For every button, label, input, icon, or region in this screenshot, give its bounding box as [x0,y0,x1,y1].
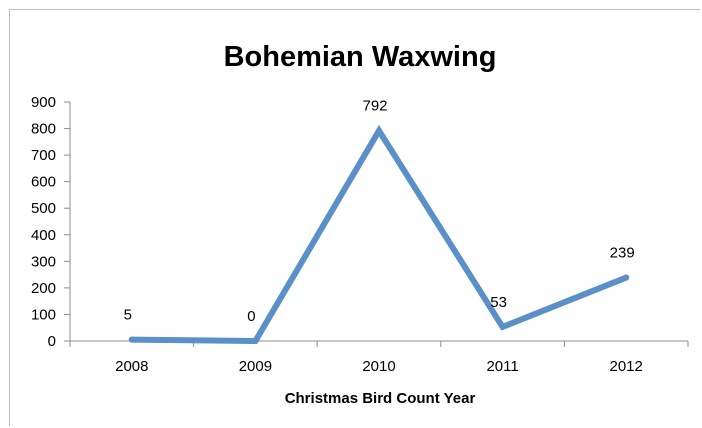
x-tick-label: 2009 [239,358,272,375]
series-group [128,124,630,345]
data-label: 239 [610,245,635,262]
data-point [252,338,259,344]
data-label: 53 [490,294,507,311]
y-tick-label: 400 [31,227,56,244]
y-tick-label: 900 [31,94,56,111]
x-ticks: 2008 2009 2010 2011 2012 [69,341,689,375]
data-labels: 5 0 792 53 239 [124,98,635,325]
data-point [623,274,630,281]
y-tick-label: 800 [31,121,56,138]
data-label: 792 [362,98,387,115]
y-tick-label: 100 [31,306,56,323]
y-tick-label: 500 [31,200,56,217]
y-tick-label: 600 [31,174,56,191]
y-tick-label: 0 [48,333,56,350]
y-tick-label: 300 [31,253,56,270]
data-label: 5 [124,307,132,324]
data-point [499,323,506,330]
x-tick-label: 2012 [610,358,643,375]
x-tick-label: 2011 [486,358,518,375]
y-tick-label: 200 [31,280,56,297]
data-label: 0 [247,308,255,325]
y-tick-label: 700 [31,147,56,164]
x-axis-label: Christmas Bird Count Year [285,390,476,407]
chart-title: Bohemian Waxwing [224,41,497,73]
chart-frame [9,9,700,426]
data-point [128,336,135,343]
data-point [376,127,382,134]
x-tick-label: 2010 [362,358,395,375]
series-line [128,124,630,345]
y-ticks: 0 100 200 300 400 500 600 700 800 900 [31,94,70,350]
x-tick-label: 2008 [115,358,148,375]
